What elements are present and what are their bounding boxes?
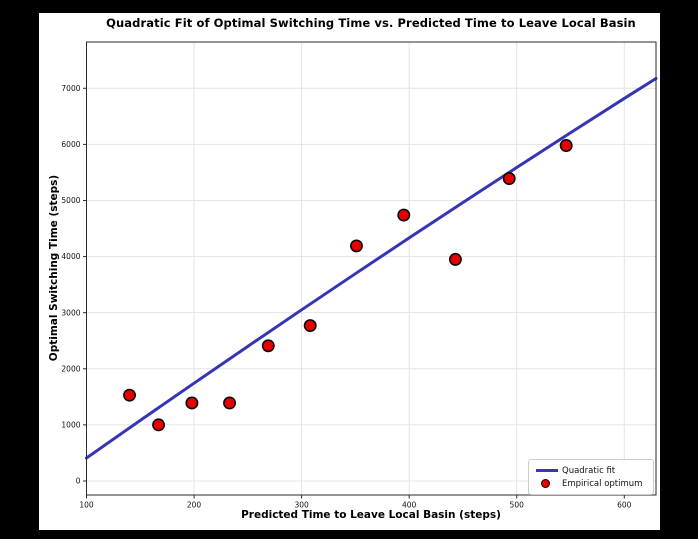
quadratic-fit-line — [85, 76, 658, 460]
x-tick-label: 200 — [187, 501, 202, 510]
y-tick-label: 5000 — [61, 196, 80, 205]
legend-entry-quadratic-fit: Quadratic fit — [536, 464, 647, 477]
plot-area: 100 200 300 400 500 6000100020003000400050006… — [61, 41, 658, 510]
y-tick-label: 1000 — [61, 420, 80, 429]
chart-title: Quadratic Fit of Optimal Switching Time … — [106, 16, 636, 30]
axes-spines — [86, 41, 657, 496]
y-tick-label: 3000 — [61, 308, 80, 317]
x-tick-label: 300 — [294, 501, 309, 510]
data-point — [303, 319, 317, 333]
data-point — [261, 339, 275, 353]
legend-label-empirical-optimum: Empirical optimum — [562, 478, 643, 489]
data-point — [123, 388, 136, 402]
y-tick-label: 6000 — [61, 140, 80, 149]
legend-swatch-cell — [536, 479, 562, 488]
x-tick-label: 400 — [402, 501, 417, 510]
data-point — [185, 396, 199, 410]
y-tick-label: 0 — [76, 477, 81, 486]
data-point — [559, 139, 573, 152]
data-point — [152, 418, 166, 432]
data-point — [448, 252, 462, 266]
legend: Quadratic fit Empirical optimum — [528, 459, 654, 495]
legend-swatch-cell — [536, 469, 562, 472]
x-tick-label: 100 — [79, 501, 94, 510]
scatter-marker-swatch-icon — [541, 479, 550, 488]
legend-label-quadratic-fit: Quadratic fit — [562, 465, 616, 476]
y-tick-label: 4000 — [61, 252, 80, 261]
data-point — [350, 239, 363, 253]
data-point — [223, 396, 236, 410]
y-tick-label: 2000 — [61, 364, 80, 373]
figure: Quadratic Fit of Optimal Switching Time … — [39, 13, 660, 530]
fit-line-swatch-icon — [536, 469, 558, 472]
legend-entry-empirical-optimum: Empirical optimum — [536, 477, 647, 490]
data-point — [397, 208, 411, 222]
data-point — [502, 172, 516, 186]
x-tick-label: 600 — [617, 501, 632, 510]
x-axis-label: Predicted Time to Leave Local Basin (ste… — [241, 509, 501, 521]
y-tick-label: 7000 — [61, 84, 80, 93]
x-tick-label: 500 — [510, 501, 525, 510]
